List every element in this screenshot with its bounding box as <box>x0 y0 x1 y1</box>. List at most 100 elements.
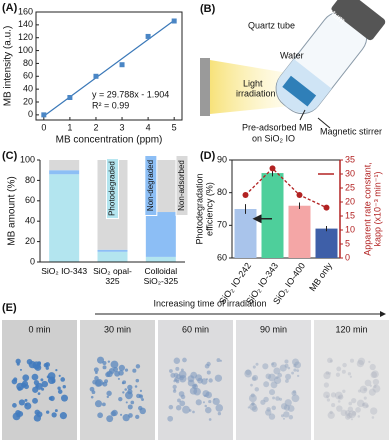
sample-speck <box>356 399 365 408</box>
sample-speck <box>250 393 255 398</box>
sample-speck <box>327 357 333 364</box>
annotation: y = 29.788x - 1.904 <box>92 89 169 99</box>
legend-label: Non-adsorbed <box>177 160 186 211</box>
sample-speck <box>192 410 195 414</box>
sample-speck <box>176 374 182 380</box>
sample-speck <box>369 384 373 387</box>
sample-speck <box>364 379 372 387</box>
quartz-label: Quartz tube <box>248 20 295 30</box>
sample-speck <box>287 405 295 412</box>
sample-speck <box>357 415 361 418</box>
sample-speck <box>287 366 291 370</box>
trendline <box>43 19 175 117</box>
sample-speck <box>348 410 357 419</box>
sample-speck <box>215 404 224 412</box>
bar-segment <box>49 160 80 171</box>
sample-speck <box>344 410 351 416</box>
sample-speck <box>177 398 181 403</box>
y-tick-label: 120 <box>18 32 33 42</box>
sample-speck <box>54 409 58 413</box>
y-tick-label: 80 <box>217 187 227 197</box>
bar-segment <box>97 249 128 252</box>
sample-speck <box>175 405 182 411</box>
sample-speck <box>21 380 29 387</box>
sample-speck <box>97 412 103 419</box>
sample-speck <box>347 372 352 376</box>
sample-speck <box>351 397 357 404</box>
sample-speck <box>294 361 302 369</box>
y-tick-label: 140 <box>18 19 33 29</box>
y-tick-label: 40 <box>23 84 33 94</box>
sample-speck <box>33 414 42 422</box>
light-source <box>200 58 210 116</box>
sample-speck <box>325 370 330 375</box>
point <box>171 18 177 24</box>
sample-speck <box>270 381 278 389</box>
sample-speck <box>280 414 285 418</box>
sample-speck <box>250 383 253 387</box>
sample-speck <box>272 396 276 400</box>
sample-speck <box>175 379 180 384</box>
y2-axis-label: Apparent rate constant, <box>362 162 372 256</box>
sample-speck <box>249 402 257 411</box>
y-tick-label: 60 <box>23 71 33 81</box>
sample-speck <box>32 397 38 404</box>
sample-speck <box>323 391 331 399</box>
sample-speck <box>255 362 259 366</box>
sample-speck <box>59 412 67 420</box>
sample-speck <box>205 406 212 414</box>
sample-speck <box>16 362 20 366</box>
y2-tick-label: 20 <box>345 196 355 206</box>
sample-speck <box>251 405 258 413</box>
sample-speck <box>118 364 125 372</box>
sample-speck <box>34 364 42 371</box>
sample-speck <box>202 401 205 404</box>
sample-speck <box>122 380 127 385</box>
sample-speck <box>371 416 375 419</box>
sample-speck <box>48 396 53 401</box>
sample-speck <box>110 410 116 417</box>
sample-speck <box>348 401 353 406</box>
bar <box>315 228 338 258</box>
rate-point <box>296 192 303 198</box>
y-axis-label: Photodegradation <box>194 173 204 244</box>
y-tick-label: 40 <box>25 216 35 226</box>
sample-speck <box>368 360 371 363</box>
sample-speck <box>206 361 211 367</box>
sample-speck <box>94 371 98 375</box>
sample-speck <box>283 411 290 418</box>
sample-speck <box>17 386 22 391</box>
sample-speck <box>323 382 330 388</box>
y-tick-label: 160 <box>18 6 33 16</box>
sample-speck <box>342 362 347 368</box>
sample-speck <box>104 379 109 384</box>
sample-speck <box>208 418 212 421</box>
y-tick-label: 90 <box>217 154 227 164</box>
sample-speck <box>363 387 367 392</box>
x-tick-label: 5 <box>172 122 177 132</box>
panel-label: (C) <box>2 150 18 162</box>
sample-speck <box>284 359 289 364</box>
sample-speck <box>271 361 277 368</box>
sample-speck <box>347 406 354 412</box>
sample-speck <box>340 409 348 417</box>
sample-speck <box>330 392 337 398</box>
x-tick-label: 4 <box>146 122 151 132</box>
bar <box>234 209 257 258</box>
sample-speck <box>24 398 28 402</box>
sample-speck <box>359 385 368 394</box>
sample-speck <box>370 407 378 415</box>
sample-speck <box>118 396 123 402</box>
bar <box>261 173 284 258</box>
sample-speck <box>19 368 22 371</box>
photo <box>314 320 389 440</box>
sample-speck <box>62 385 66 389</box>
y2-tick-label: 30 <box>345 168 355 178</box>
bar <box>288 205 311 258</box>
sample-speck <box>93 367 99 373</box>
sample-speck <box>45 366 49 370</box>
sample-speck <box>113 366 119 372</box>
sample-speck <box>117 377 120 380</box>
sample-speck <box>334 391 343 400</box>
caption: Increasing time of irradiation <box>153 298 266 308</box>
